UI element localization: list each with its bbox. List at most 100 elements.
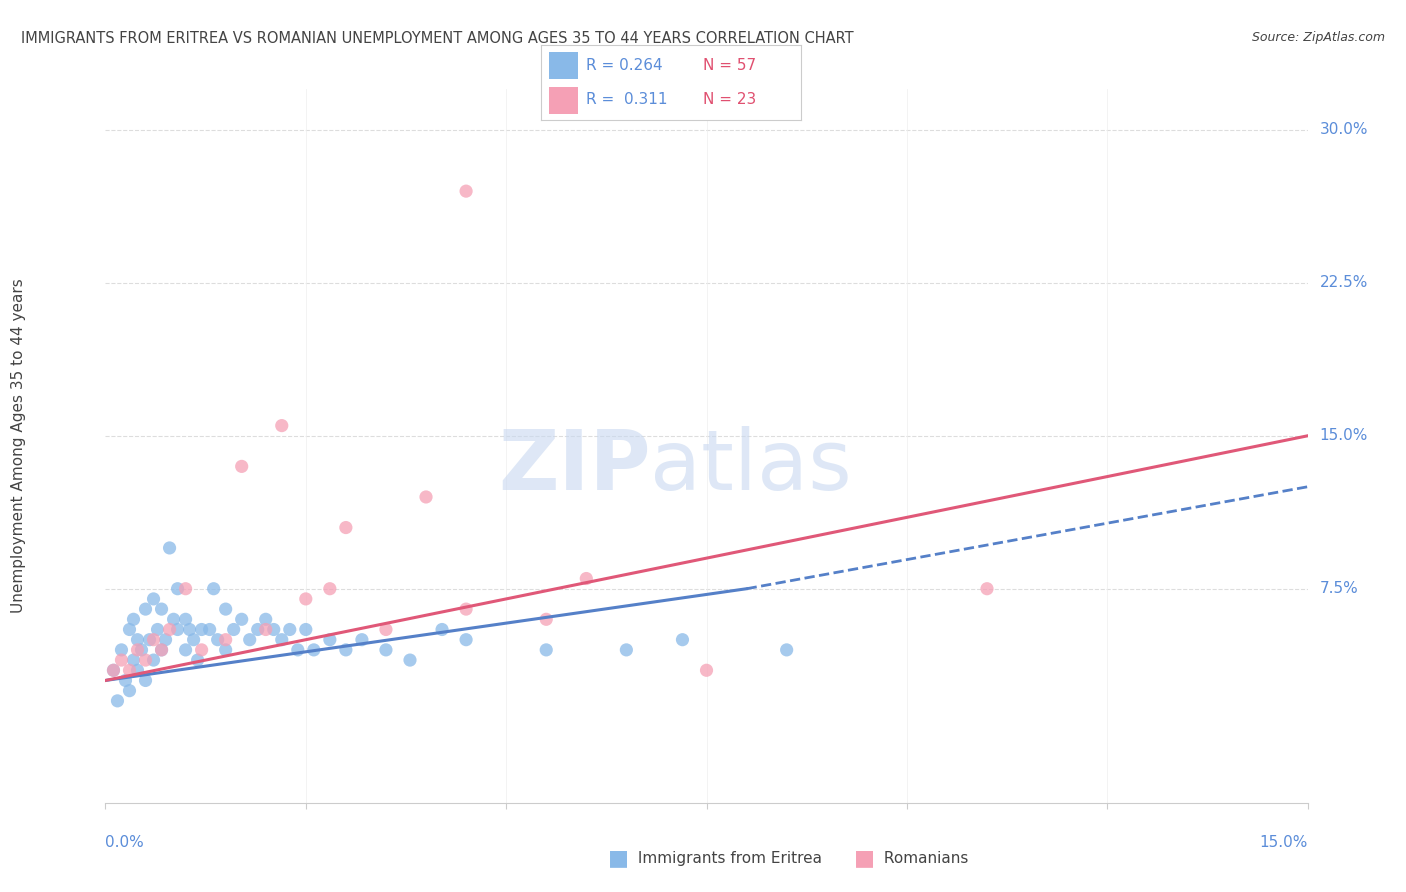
- Point: [287, 643, 309, 657]
- Point: [207, 632, 229, 647]
- Point: [142, 632, 165, 647]
- Point: [231, 459, 253, 474]
- Point: [174, 643, 197, 657]
- Point: [222, 623, 245, 637]
- Point: [295, 623, 318, 637]
- Text: R =  0.311: R = 0.311: [585, 93, 666, 107]
- Point: [254, 612, 277, 626]
- Point: [150, 643, 173, 657]
- Point: [127, 643, 149, 657]
- Text: ZIP: ZIP: [498, 425, 651, 507]
- Point: [142, 591, 165, 606]
- Point: [350, 632, 373, 647]
- Point: [374, 643, 396, 657]
- Text: 15.0%: 15.0%: [1320, 428, 1368, 443]
- Point: [976, 582, 998, 596]
- Point: [114, 673, 136, 688]
- Point: [335, 520, 357, 534]
- Point: [696, 663, 718, 677]
- Point: [179, 623, 201, 637]
- Point: [103, 663, 125, 677]
- Point: [187, 653, 209, 667]
- Point: [278, 623, 301, 637]
- Point: [162, 612, 184, 626]
- Point: [122, 653, 145, 667]
- Point: [142, 653, 165, 667]
- Text: Romanians: Romanians: [879, 851, 969, 865]
- Point: [214, 643, 236, 657]
- Point: [146, 623, 169, 637]
- Point: [214, 602, 236, 616]
- Point: [575, 572, 598, 586]
- Point: [131, 643, 153, 657]
- Point: [174, 612, 197, 626]
- Point: [270, 418, 292, 433]
- Point: [319, 582, 342, 596]
- Point: [246, 623, 269, 637]
- Text: 30.0%: 30.0%: [1320, 122, 1368, 137]
- Point: [456, 602, 478, 616]
- Point: [270, 632, 292, 647]
- Point: [335, 643, 357, 657]
- Bar: [550, 87, 578, 114]
- Point: [456, 184, 478, 198]
- Point: [135, 653, 157, 667]
- Point: [159, 541, 181, 555]
- Point: [302, 643, 325, 657]
- Point: [127, 663, 149, 677]
- Point: [239, 632, 262, 647]
- Point: [166, 623, 188, 637]
- Text: Unemployment Among Ages 35 to 44 years: Unemployment Among Ages 35 to 44 years: [11, 278, 27, 614]
- Point: [456, 632, 478, 647]
- Point: [183, 632, 205, 647]
- Point: [174, 582, 197, 596]
- Text: IMMIGRANTS FROM ERITREA VS ROMANIAN UNEMPLOYMENT AMONG AGES 35 TO 44 YEARS CORRE: IMMIGRANTS FROM ERITREA VS ROMANIAN UNEM…: [21, 31, 853, 46]
- Point: [122, 612, 145, 626]
- Point: [110, 653, 132, 667]
- Point: [198, 623, 221, 637]
- Point: [166, 582, 188, 596]
- Point: [103, 663, 125, 677]
- Text: atlas: atlas: [651, 425, 852, 507]
- Point: [319, 632, 342, 647]
- Point: [430, 623, 453, 637]
- Point: [135, 673, 157, 688]
- Point: [616, 643, 638, 657]
- Point: [107, 694, 129, 708]
- Text: ■: ■: [609, 848, 628, 868]
- Point: [671, 632, 693, 647]
- Point: [190, 623, 212, 637]
- Point: [399, 653, 422, 667]
- Point: [127, 632, 149, 647]
- Point: [159, 623, 181, 637]
- Point: [118, 623, 141, 637]
- Text: Source: ZipAtlas.com: Source: ZipAtlas.com: [1251, 31, 1385, 45]
- Text: N = 23: N = 23: [703, 93, 756, 107]
- Text: ■: ■: [855, 848, 875, 868]
- Point: [374, 623, 396, 637]
- Point: [776, 643, 799, 657]
- Text: 15.0%: 15.0%: [1260, 836, 1308, 850]
- Point: [254, 623, 277, 637]
- Point: [118, 683, 141, 698]
- Text: N = 57: N = 57: [703, 58, 755, 73]
- Point: [534, 612, 557, 626]
- Point: [135, 602, 157, 616]
- Point: [534, 643, 557, 657]
- Text: Immigrants from Eritrea: Immigrants from Eritrea: [633, 851, 821, 865]
- Point: [155, 632, 177, 647]
- Point: [263, 623, 285, 637]
- Point: [138, 632, 160, 647]
- Text: R = 0.264: R = 0.264: [585, 58, 662, 73]
- Point: [118, 663, 141, 677]
- Point: [110, 643, 132, 657]
- Bar: [550, 52, 578, 79]
- Point: [190, 643, 212, 657]
- Text: 0.0%: 0.0%: [105, 836, 145, 850]
- Text: 7.5%: 7.5%: [1320, 582, 1358, 596]
- Text: 22.5%: 22.5%: [1320, 276, 1368, 291]
- Point: [415, 490, 437, 504]
- Point: [214, 632, 236, 647]
- Point: [150, 602, 173, 616]
- Point: [295, 591, 318, 606]
